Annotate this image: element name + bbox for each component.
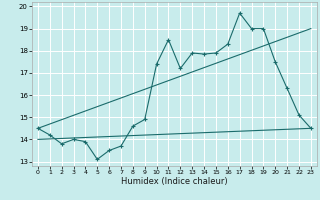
X-axis label: Humidex (Indice chaleur): Humidex (Indice chaleur) [121, 177, 228, 186]
